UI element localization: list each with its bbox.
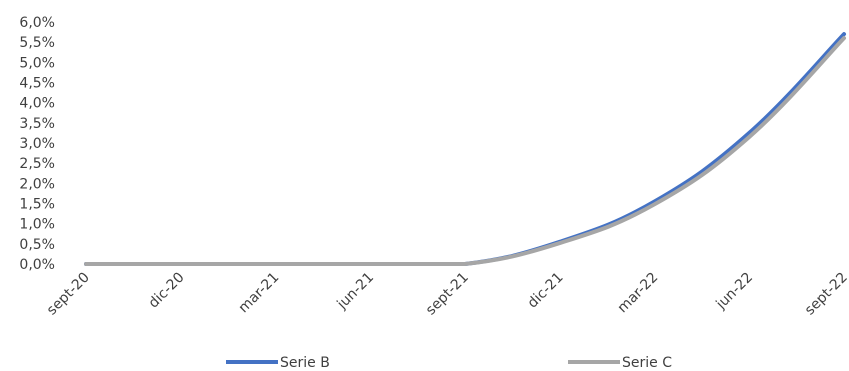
legend-label: Serie C [622,355,672,371]
y-tick-label: 1,0% [19,217,55,233]
y-axis: 0,0% 0,5% 1,0% 1,5% 2,0% 2,5% 3,0% 3,5% 4,0% 4,5%… [19,15,55,273]
series-layer [84,32,846,267]
x-tick-label: sept-22 [802,270,849,319]
x-tick-label: sept-20 [44,270,93,319]
y-tick-label: 0,5% [19,237,55,253]
y-tick-label: 3,0% [19,136,55,152]
y-tick-label: 1,5% [19,197,55,213]
y-tick-label: 4,5% [19,76,55,92]
series-line-serie-c [84,36,846,267]
x-tick-label: mar-21 [236,270,283,317]
x-tick-label: dic-21 [525,270,567,312]
y-tick-label: 2,0% [19,176,55,192]
x-tick-label: mar-22 [615,270,662,317]
legend: Serie B Serie C [226,355,672,371]
x-tick-label: dic-20 [146,270,188,312]
y-tick-label: 0,0% [19,257,55,273]
y-tick-label: 2,5% [19,156,55,172]
y-tick-label: 5,0% [19,55,55,71]
x-tick-label: sept-21 [423,270,472,319]
x-tick-label: jun-22 [713,270,756,313]
legend-label: Serie B [280,355,330,371]
y-tick-label: 6,0% [19,15,55,31]
y-tick-label: 5,5% [19,35,55,51]
x-tick-label: jun-21 [334,270,377,313]
series-line-serie-b [84,32,846,267]
x-axis: sept-20 dic-20 mar-21 jun-21 sept-21 dic-21 ma… [44,270,849,319]
y-tick-label: 3,5% [19,116,55,132]
y-tick-label: 4,0% [19,96,55,112]
